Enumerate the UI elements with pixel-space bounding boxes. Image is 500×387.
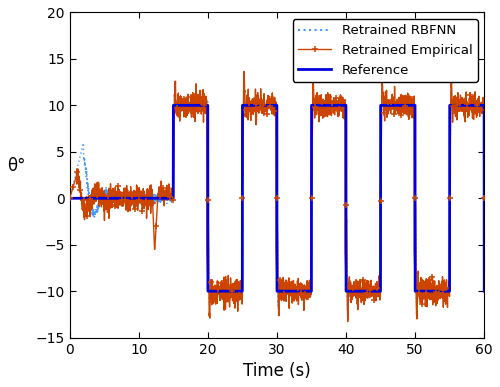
Y-axis label: θ°: θ° (7, 157, 26, 175)
Legend: Retrained RBFNN, Retrained Empirical, Reference: Retrained RBFNN, Retrained Empirical, Re… (293, 19, 478, 82)
X-axis label: Time (s): Time (s) (243, 362, 311, 380)
